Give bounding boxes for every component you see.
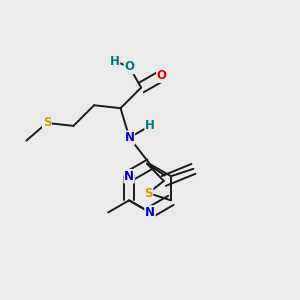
Text: N: N — [124, 131, 134, 144]
Text: H: H — [110, 55, 120, 68]
Text: N: N — [145, 206, 155, 219]
Text: O: O — [157, 69, 167, 82]
Text: N: N — [124, 170, 134, 183]
Text: O: O — [124, 61, 134, 74]
Text: S: S — [144, 187, 153, 200]
Text: H: H — [145, 119, 155, 132]
Text: S: S — [43, 116, 51, 129]
